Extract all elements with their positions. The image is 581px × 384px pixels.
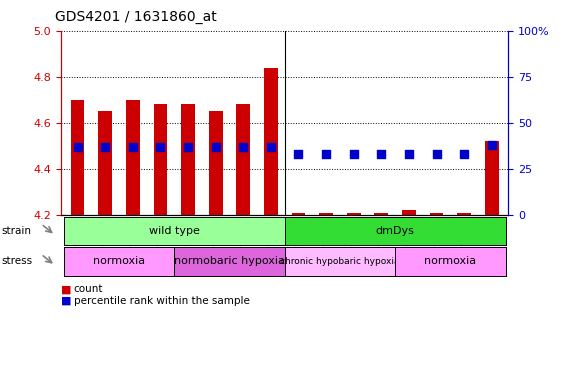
Point bbox=[266, 144, 275, 150]
Bar bbox=[292, 213, 306, 215]
Point bbox=[487, 142, 496, 148]
Bar bbox=[264, 68, 278, 215]
Point bbox=[321, 151, 331, 157]
Bar bbox=[485, 141, 498, 215]
Bar bbox=[430, 213, 443, 215]
Bar bbox=[209, 111, 223, 215]
Text: strain: strain bbox=[1, 226, 31, 236]
Bar bbox=[236, 104, 250, 215]
Bar bbox=[347, 213, 361, 215]
Point bbox=[156, 144, 165, 150]
Point bbox=[349, 151, 358, 157]
Bar bbox=[457, 213, 471, 215]
Point bbox=[184, 144, 193, 150]
Point bbox=[73, 144, 83, 150]
Bar bbox=[319, 213, 333, 215]
Text: normoxia: normoxia bbox=[93, 256, 145, 266]
Bar bbox=[153, 104, 167, 215]
Text: ■: ■ bbox=[61, 296, 71, 306]
Point bbox=[460, 151, 469, 157]
Text: ■: ■ bbox=[61, 284, 71, 294]
Point bbox=[211, 144, 220, 150]
Point bbox=[294, 151, 303, 157]
Bar bbox=[402, 210, 416, 215]
Bar bbox=[126, 100, 139, 215]
Point bbox=[432, 151, 441, 157]
Text: normobaric hypoxia: normobaric hypoxia bbox=[174, 256, 285, 266]
Text: wild type: wild type bbox=[149, 226, 200, 236]
Text: stress: stress bbox=[1, 256, 33, 266]
Text: normoxia: normoxia bbox=[424, 256, 476, 266]
Point bbox=[128, 144, 138, 150]
Text: dmDys: dmDys bbox=[376, 226, 415, 236]
Bar bbox=[181, 104, 195, 215]
Point bbox=[404, 151, 414, 157]
Point bbox=[239, 144, 248, 150]
Text: count: count bbox=[74, 284, 103, 294]
Text: percentile rank within the sample: percentile rank within the sample bbox=[74, 296, 250, 306]
Point bbox=[101, 144, 110, 150]
Point bbox=[376, 151, 386, 157]
Text: GDS4201 / 1631860_at: GDS4201 / 1631860_at bbox=[55, 10, 217, 23]
Bar bbox=[374, 213, 388, 215]
Bar bbox=[98, 111, 112, 215]
Text: chronic hypobaric hypoxia: chronic hypobaric hypoxia bbox=[280, 257, 400, 266]
Bar bbox=[71, 100, 84, 215]
